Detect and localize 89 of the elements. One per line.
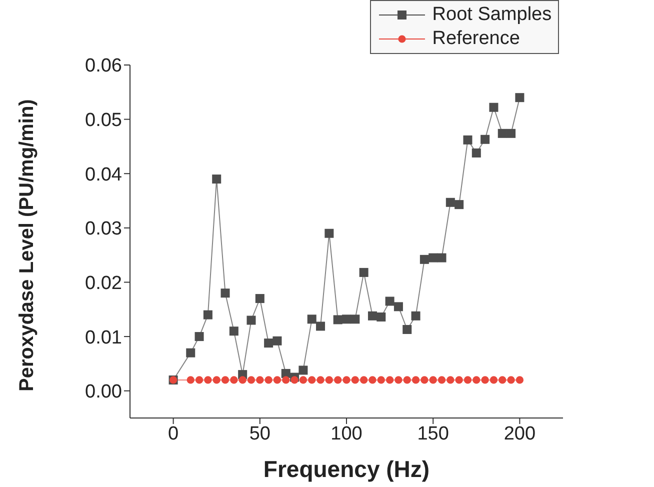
point <box>273 376 282 384</box>
point <box>308 376 316 384</box>
point <box>299 376 307 384</box>
point <box>446 376 454 384</box>
point <box>316 322 326 331</box>
point <box>230 376 238 384</box>
legend-label: Root Samples <box>431 3 552 27</box>
point <box>420 376 428 384</box>
point <box>272 336 282 346</box>
point <box>446 198 455 207</box>
point <box>516 376 524 384</box>
y-tick-label: 0.03 <box>85 218 122 240</box>
x-tick-label: 0 <box>168 423 179 444</box>
point <box>316 376 324 384</box>
point <box>186 348 196 358</box>
point <box>490 376 498 384</box>
point <box>411 311 420 320</box>
point <box>325 376 333 384</box>
point <box>350 314 360 324</box>
point <box>186 376 194 384</box>
point <box>368 376 376 384</box>
point <box>195 376 204 384</box>
point <box>420 254 429 264</box>
point <box>472 376 480 384</box>
point <box>290 376 298 384</box>
y-tick-label: 0.00 <box>85 382 122 403</box>
point <box>515 93 524 102</box>
point <box>464 376 472 384</box>
point <box>472 148 481 158</box>
point <box>194 332 204 342</box>
point <box>351 376 359 384</box>
point <box>334 376 342 384</box>
point <box>394 376 402 384</box>
point <box>386 376 394 384</box>
point <box>204 376 212 384</box>
point <box>454 200 464 210</box>
point <box>506 128 516 138</box>
point <box>229 326 238 336</box>
point <box>360 376 368 384</box>
legend-label: Reference <box>431 27 521 51</box>
point <box>385 296 394 306</box>
point <box>264 338 274 348</box>
y-tick-label: 0.01 <box>85 327 122 348</box>
point <box>376 312 386 322</box>
point <box>402 324 412 334</box>
point <box>324 228 334 238</box>
y-tick-label: 0.04 <box>85 164 122 186</box>
point <box>212 174 222 184</box>
x-tick-label: 150 <box>417 423 449 444</box>
point <box>481 376 489 384</box>
y-tick-label: 0.02 <box>85 272 122 294</box>
point <box>256 376 264 384</box>
y-tick-label: 0.05 <box>85 110 122 132</box>
point <box>221 376 230 384</box>
point <box>412 376 420 384</box>
y-tick-label: 0.06 <box>85 56 122 77</box>
point <box>377 376 385 384</box>
point <box>246 316 256 325</box>
point <box>429 376 437 384</box>
x-tick-label: 100 <box>330 423 362 444</box>
point <box>455 376 463 384</box>
point <box>498 128 507 138</box>
y-axis-title: Peroxydase Level (PU/mg/min) <box>16 99 38 392</box>
point <box>403 376 411 384</box>
x-tick-label: 50 <box>249 423 270 444</box>
point <box>247 376 256 384</box>
point <box>498 376 506 384</box>
point <box>282 376 290 384</box>
point <box>255 294 264 304</box>
point <box>264 376 272 384</box>
point <box>489 102 498 112</box>
point <box>307 314 316 324</box>
point <box>220 288 230 298</box>
point <box>438 376 446 384</box>
point <box>507 376 515 384</box>
point <box>203 310 212 320</box>
x-axis-title: Frequency (Hz) <box>263 456 430 482</box>
point <box>394 302 403 312</box>
point <box>298 366 308 375</box>
point <box>212 376 220 384</box>
point <box>437 253 446 262</box>
point <box>480 134 490 144</box>
point <box>238 376 246 384</box>
point <box>333 315 342 324</box>
point <box>359 268 368 277</box>
point <box>368 311 377 320</box>
x-tick-label: 200 <box>504 423 536 444</box>
point <box>463 135 472 144</box>
point <box>342 376 350 384</box>
